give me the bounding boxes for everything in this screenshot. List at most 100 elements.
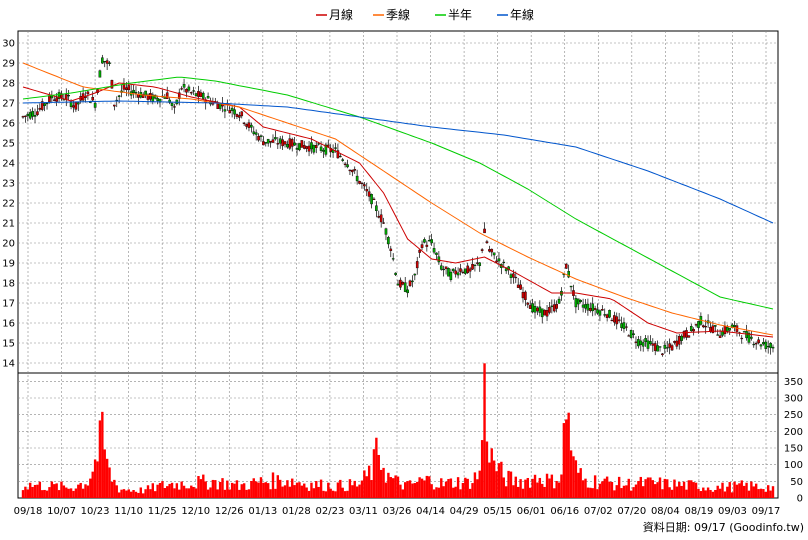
- volume-bar: [553, 488, 556, 498]
- date-tick-label: 09/17: [752, 506, 781, 517]
- candle-body: [449, 271, 453, 280]
- candle-body: [728, 328, 732, 331]
- volume-bar: [295, 482, 299, 498]
- candle-body: [454, 270, 457, 275]
- candle-body: [413, 273, 417, 276]
- candle-body: [319, 146, 323, 151]
- volume-bar: [98, 420, 102, 498]
- volume-bar: [79, 482, 82, 498]
- candle-body: [206, 96, 210, 99]
- volume-bar: [627, 478, 630, 498]
- candle-body: [132, 89, 135, 93]
- volume-bar: [613, 490, 616, 498]
- candle-body: [74, 102, 78, 110]
- volume-bar: [718, 488, 722, 498]
- volume-bar: [41, 490, 44, 498]
- candle-body: [548, 306, 551, 313]
- volume-bar: [197, 476, 200, 498]
- date-tick-label: 07/02: [584, 506, 613, 517]
- volume-bar: [589, 487, 592, 498]
- volume-bar: [218, 481, 222, 498]
- candle-body: [673, 341, 676, 343]
- volume-bar: [466, 478, 469, 498]
- candle-body: [187, 86, 191, 91]
- candle-body: [480, 249, 484, 251]
- candle-body: [372, 198, 376, 200]
- volume-bar: [646, 477, 650, 498]
- volume-bar: [103, 449, 106, 498]
- volume-bar: [360, 480, 364, 498]
- candle-body: [459, 268, 462, 272]
- candle-body: [278, 138, 282, 144]
- volume-bar: [406, 481, 409, 498]
- candle-body: [310, 142, 313, 150]
- volume-bar: [384, 482, 388, 498]
- candle-body: [456, 272, 460, 276]
- candle-body: [91, 96, 95, 101]
- volume-bar: [134, 491, 138, 498]
- volume-bar: [538, 477, 542, 498]
- volume-bar: [43, 489, 46, 498]
- candle-body: [177, 92, 181, 99]
- candle-body: [646, 340, 650, 349]
- volume-bar: [584, 478, 587, 498]
- volume-bar: [334, 491, 337, 498]
- volume-bar: [247, 489, 251, 498]
- volume-bar: [363, 470, 366, 498]
- volume-bar: [529, 487, 532, 498]
- moving-average-lines: [22, 62, 774, 338]
- candle-body: [605, 314, 609, 319]
- volume-bar: [86, 485, 90, 498]
- volume-bar: [399, 484, 402, 498]
- candle-body: [613, 315, 616, 323]
- volume-bar: [521, 488, 525, 498]
- volume-bar: [209, 487, 212, 498]
- volume-bar: [394, 475, 397, 498]
- price-tick-label: 21: [2, 219, 15, 230]
- candle-body: [298, 143, 301, 151]
- volume-tick-label: 200: [784, 427, 803, 438]
- candle-body: [697, 321, 700, 328]
- candle-body: [437, 256, 441, 263]
- candle-body: [367, 191, 371, 197]
- candle-body: [685, 330, 688, 338]
- volume-bar: [48, 487, 51, 498]
- volume-bar: [199, 479, 203, 498]
- volume-bar: [740, 480, 743, 498]
- candle-body: [622, 322, 626, 329]
- candle-body: [680, 335, 683, 341]
- candle-body: [531, 303, 534, 313]
- volume-bar: [555, 480, 558, 498]
- volume-bar: [77, 484, 80, 498]
- candle-body: [406, 289, 409, 294]
- candle-body: [146, 94, 150, 100]
- candle-body: [33, 115, 37, 117]
- price-panel-frame: [17, 30, 779, 374]
- volume-bar: [581, 480, 585, 498]
- candle-body: [223, 109, 227, 112]
- volume-bar: [524, 479, 527, 498]
- candle-body: [617, 319, 621, 322]
- volume-bar: [697, 488, 700, 498]
- volume-bar: [67, 488, 70, 498]
- volume-bar: [53, 484, 56, 498]
- candle-body: [21, 116, 25, 118]
- volume-bar: [759, 488, 763, 498]
- volume-bar: [283, 485, 287, 498]
- date-tick-label: 03/26: [383, 506, 412, 517]
- price-tick-label: 20: [2, 239, 15, 250]
- volume-bar: [418, 477, 421, 498]
- volume-bar: [699, 491, 703, 498]
- candle-body: [533, 306, 537, 313]
- candle-body: [216, 103, 220, 109]
- volume-bar: [348, 479, 352, 498]
- candle-body: [651, 343, 655, 346]
- candle-body: [584, 304, 587, 309]
- volume-bar: [257, 482, 260, 498]
- volume-bar: [38, 481, 42, 498]
- volume-bar: [452, 487, 455, 498]
- volume-bar: [442, 486, 445, 498]
- candle-body: [346, 164, 349, 168]
- price-tick-label: 24: [2, 159, 15, 170]
- volume-bar: [396, 476, 400, 498]
